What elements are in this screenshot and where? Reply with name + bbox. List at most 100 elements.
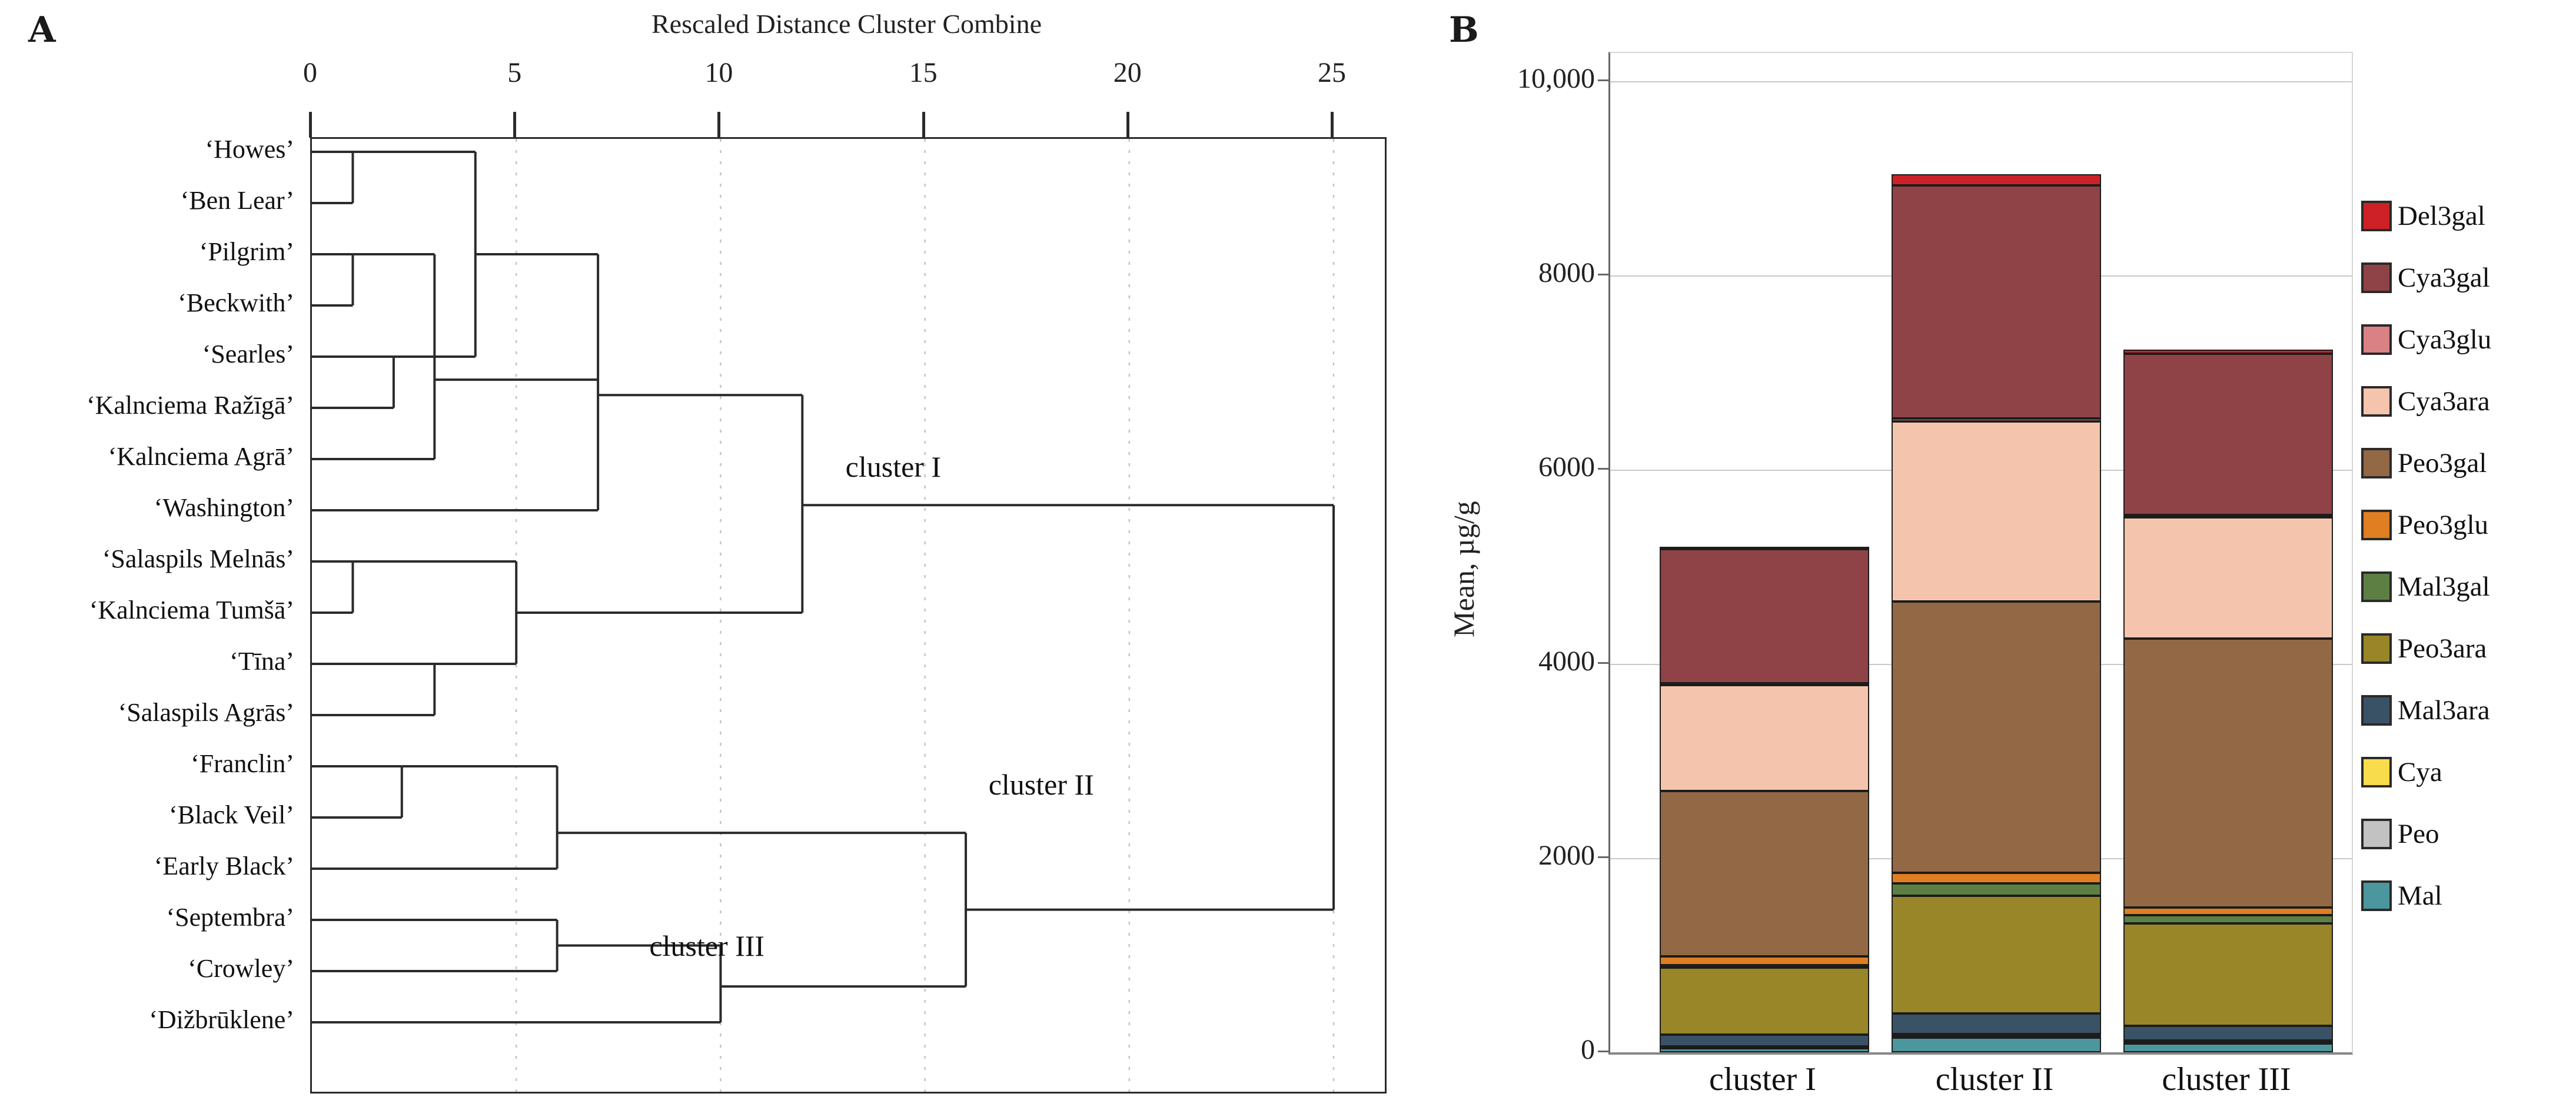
legend-swatch-Mal3gal: [2361, 571, 2392, 602]
bar-segment-Peo3glu: [1892, 872, 2101, 883]
dendrogram-leaf-label: ‘Franclin’: [191, 749, 294, 778]
dendrogram-leaf-label: ‘Pilgrim’: [199, 237, 294, 266]
dendrogram-axis-tick-label: 0: [303, 57, 317, 88]
dendrogram-leaf-label: ‘Kalnciema Agrā’: [108, 442, 294, 471]
legend-swatch-Mal3ara: [2361, 695, 2392, 726]
bar-segment-Del3gal: [1892, 174, 2101, 185]
bar-segment-Peo: [1892, 1035, 2101, 1038]
bar-chart-category-label: cluster III: [2162, 1061, 2291, 1098]
bar-segment-Peo3gal: [1892, 601, 2101, 873]
legend-entry-Cya3ara: Cya3ara: [2361, 385, 2491, 417]
bar-segment-Mal3ara: [1660, 1035, 1869, 1047]
legend-swatch-Peo3glu: [2361, 510, 2392, 540]
dendrogram-leaf-label: ‘Beckwith’: [178, 288, 294, 317]
dendrogram-axis-tick-mark: [717, 112, 721, 138]
dendrogram-leaf-label: ‘Washington’: [154, 493, 294, 522]
legend-entry-Peo3ara: Peo3ara: [2361, 633, 2491, 664]
bar-segment-Peo3gal: [1660, 791, 1869, 956]
stacked-bar-cluster-I: [1660, 53, 1869, 1052]
stacked-bar-cluster-II: [1892, 53, 2101, 1052]
bar-segment-Peo3ara: [2123, 923, 2333, 1026]
dendrogram-axis-tick-label: 20: [1113, 57, 1142, 88]
legend-label: Del3gal: [2398, 201, 2485, 231]
legend-label: Cya: [2398, 757, 2442, 787]
bar-chart-legend: Del3gal Cya3gal Cya3glu Cya3ara Peo3gal Peo3g…: [2361, 200, 2491, 942]
legend-swatch-Peo: [2361, 819, 2392, 849]
bar-segment-Cya3gal: [1892, 185, 2101, 418]
dendrogram-svg: [312, 139, 1335, 1092]
legend-label: Mal: [2398, 880, 2442, 911]
bar-segment-Cya3ara: [1892, 421, 2101, 602]
legend-entry-Cya: Cya: [2361, 756, 2491, 788]
dendrogram-leaf-label: ‘Crowley’: [188, 954, 294, 983]
bar-chart-gridline: [1610, 81, 2352, 82]
legend-entry-Mal3ara: Mal3ara: [2361, 694, 2491, 726]
legend-label: Peo: [2398, 819, 2439, 849]
bar-chart-y-tick-mark: [1598, 468, 1608, 470]
bar-chart-plot-area: [1608, 52, 2353, 1055]
legend-entry-Peo3glu: Peo3glu: [2361, 509, 2491, 541]
bar-segment-Cya: [1892, 1033, 2101, 1036]
bar-chart-y-tick-label: 10,000: [1517, 63, 1595, 94]
bar-chart-y-tick-label: 0: [1581, 1034, 1595, 1065]
bar-segment-Cya3gal: [1660, 549, 1869, 683]
dendrogram-axis-tick-label: 15: [909, 57, 938, 88]
legend-swatch-Peo3ara: [2361, 633, 2392, 664]
dendrogram-leaf-label: ‘Septembra’: [166, 903, 294, 932]
bar-chart-y-tick-mark: [1598, 79, 1608, 81]
dendrogram-axis-tick-mark: [309, 112, 312, 138]
bar-segment-Cya3glu: [1660, 683, 1869, 686]
dendrogram-axis-tick-mark: [1331, 112, 1334, 138]
bar-segment-Peo3glu: [2123, 908, 2333, 916]
bar-segment-Mal: [1892, 1038, 2101, 1052]
bar-segment-Mal: [2123, 1043, 2333, 1052]
bar-chart-category-label: cluster I: [1709, 1061, 1816, 1098]
dendrogram-leaf-label: ‘Salaspils Melnās’: [102, 544, 294, 573]
dendrogram-leaf-label: ‘Tīna’: [230, 647, 294, 676]
dendrogram-leaf-label: ‘Ben Lear’: [180, 186, 294, 215]
dendrogram-axis-tick-mark: [922, 112, 925, 138]
legend-label: Peo3ara: [2398, 633, 2487, 664]
legend-label: Mal3gal: [2398, 571, 2490, 602]
legend-entry-Peo3gal: Peo3gal: [2361, 447, 2491, 479]
bar-segment-Mal3gal: [1892, 883, 2101, 896]
legend-label: Mal3ara: [2398, 695, 2490, 726]
bar-segment-Peo3glu: [1660, 956, 1869, 965]
legend-swatch-Peo3gal: [2361, 448, 2392, 478]
stacked-bar-cluster-III: [2123, 53, 2333, 1052]
legend-entry-Mal: Mal: [2361, 880, 2491, 912]
bar-segment-Peo3ara: [1660, 968, 1869, 1035]
legend-label: Peo3gal: [2398, 448, 2487, 478]
bar-chart-category-label: cluster II: [1935, 1061, 2054, 1098]
dendrogram-plot-area: [310, 137, 1387, 1094]
dendrogram-cluster-label: cluster I: [845, 450, 942, 484]
legend-swatch-Cya3gal: [2361, 262, 2392, 293]
bar-segment-Mal3ara: [2123, 1026, 2333, 1041]
dendrogram-axis-tick-mark: [1126, 112, 1129, 138]
dendrogram-cluster-label: cluster III: [649, 929, 765, 962]
bar-segment-Mal3gal: [1660, 965, 1869, 968]
dendrogram-leaf-label: ‘Kalnciema Ražīgā’: [86, 391, 294, 420]
legend-entry-Cya3gal: Cya3gal: [2361, 262, 2491, 294]
bar-segment-Del3gal: [2123, 350, 2333, 354]
bar-chart-y-tick-mark: [1598, 274, 1608, 275]
bar-segment-Peo3ara: [1892, 896, 2101, 1013]
dendrogram-leaf-label: ‘Kalnciema Tumšā’: [89, 596, 294, 624]
panel-a-label: A: [28, 9, 56, 51]
bar-segment-Mal: [1660, 1048, 1869, 1052]
legend-entry-Peo: Peo: [2361, 818, 2491, 850]
bar-segment-Mal3ara: [1892, 1013, 2101, 1034]
dendrogram-leaf-label: ‘Searles’: [202, 340, 294, 368]
bar-chart-y-tick-mark: [1598, 856, 1608, 858]
dendrogram-leaf-label: ‘Early Black’: [154, 852, 294, 880]
bar-chart-y-tick-label: 2000: [1538, 840, 1595, 871]
legend-entry-Cya3glu: Cya3glu: [2361, 324, 2491, 355]
legend-label: Cya3ara: [2398, 386, 2490, 417]
legend-label: Peo3glu: [2398, 510, 2489, 540]
dendrogram-axis-tick-label: 25: [1318, 57, 1346, 88]
bar-chart-y-tick-label: 6000: [1538, 451, 1595, 483]
bar-segment-Cya3glu: [2123, 514, 2333, 517]
legend-swatch-Cya3ara: [2361, 386, 2392, 417]
legend-swatch-Mal: [2361, 880, 2392, 911]
